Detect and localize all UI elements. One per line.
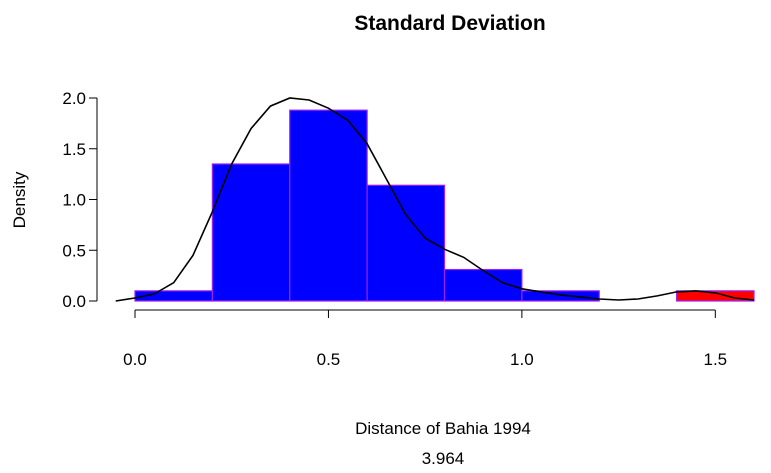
- x-axis-label: Distance of Bahia 1994: [355, 419, 531, 438]
- y-tick-label: 0.5: [62, 241, 86, 260]
- histogram-bars: [134, 109, 755, 302]
- histogram-bar-highlight: [676, 290, 755, 302]
- y-axis-label: Density: [10, 171, 29, 228]
- chart-title: Standard Deviation: [354, 12, 545, 35]
- histogram-bar: [289, 109, 368, 302]
- x-tick-label: 0.5: [317, 350, 341, 369]
- x-axis-sublabel: 3.964: [422, 449, 465, 468]
- y-tick-label: 2.0: [62, 89, 86, 108]
- x-tick-label: 1.5: [703, 350, 727, 369]
- x-axis: 0.0 0.5 1.0 1.5: [123, 309, 727, 369]
- y-axis: 0.0 0.5 1.0 1.5 2.0: [62, 89, 98, 311]
- y-tick-label: 0.0: [62, 292, 86, 311]
- density-curve: [115, 97, 755, 302]
- y-tick-label: 1.0: [62, 191, 86, 210]
- x-tick-label: 1.0: [510, 350, 534, 369]
- x-tick-label: 0.0: [123, 350, 147, 369]
- histogram-bar: [366, 184, 446, 302]
- y-tick-label: 1.5: [62, 140, 86, 159]
- histogram-bar: [521, 290, 600, 302]
